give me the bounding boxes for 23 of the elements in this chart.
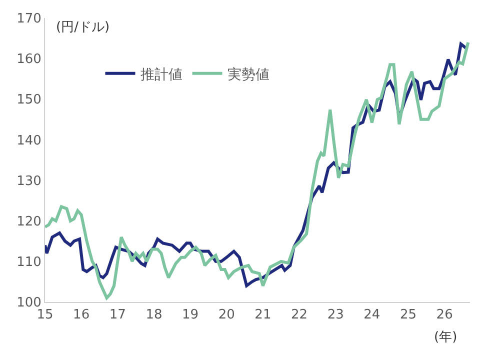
x-tick-label: 20 <box>218 308 235 323</box>
x-tick-label: 15 <box>36 308 54 323</box>
y-tick-label: 110 <box>16 254 42 270</box>
y-tick-label: 170 <box>16 12 42 27</box>
y-tick-label: 130 <box>16 174 42 189</box>
x-tick-label: 16 <box>73 308 90 323</box>
y-tick-label: 140 <box>16 133 42 148</box>
x-tick-label: 18 <box>146 308 162 323</box>
x-tick-label: 25 <box>400 308 417 323</box>
legend-label: 推計値 <box>140 66 182 83</box>
annotation: (円/ドル) <box>56 20 110 35</box>
x-tick-label: 23 <box>327 308 344 323</box>
x-tick-label: 17 <box>109 308 126 323</box>
x-tick-label: 19 <box>182 308 199 323</box>
legend-label: 実勢値 <box>227 66 270 83</box>
x-tick-label: 26 <box>436 308 453 323</box>
y-tick-label: 120 <box>16 214 42 230</box>
text: (年) <box>434 330 458 345</box>
x-tick-label: 22 <box>290 308 308 323</box>
x-tick-label: 24 <box>364 308 380 323</box>
y-tick-label: 150 <box>16 92 42 108</box>
x-tick-label: 21 <box>254 308 272 323</box>
y-tick-label: 160 <box>16 52 42 68</box>
